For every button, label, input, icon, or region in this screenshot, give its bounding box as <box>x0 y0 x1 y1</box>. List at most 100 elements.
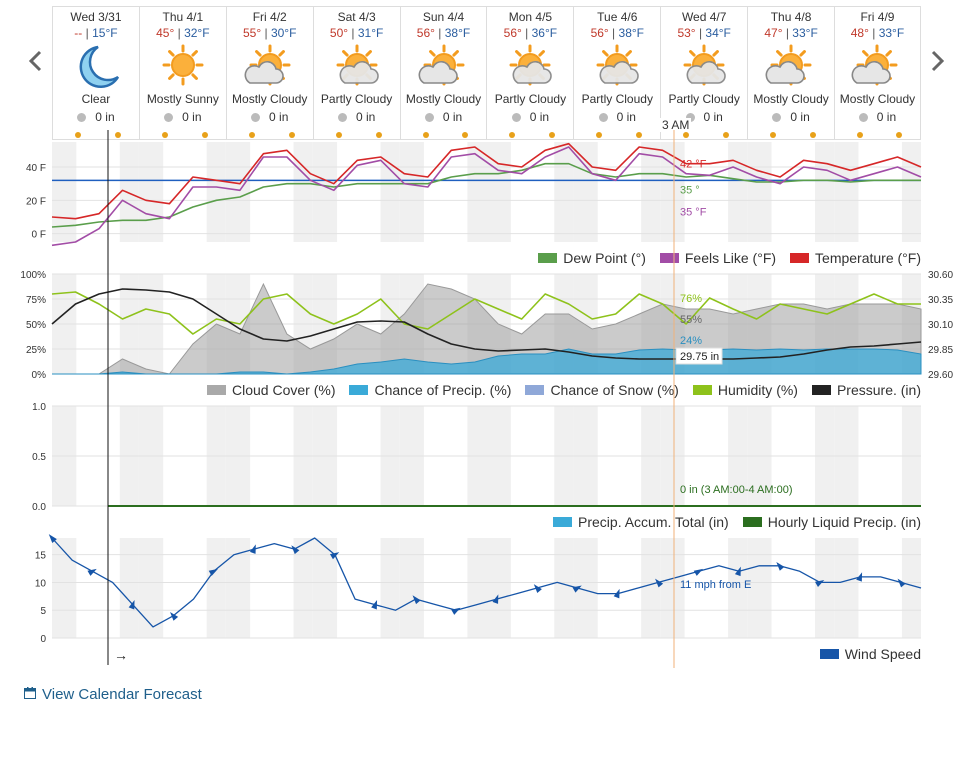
precip-amount: 0 in <box>95 110 115 124</box>
sunset-dot <box>375 132 382 138</box>
legend-label: Pressure. (in) <box>836 382 921 398</box>
wind-direction-arrow <box>208 568 219 576</box>
day-column[interactable]: Fri 4/9 48° | 33°F Mostly Cloudy 0 in <box>834 7 921 139</box>
hover-temp-label: 42 °F <box>680 159 707 171</box>
hover-liquid-label: 0 in (3 AM:00-4 AM:00) <box>680 484 793 496</box>
hover-wind-label: 11 mph from E <box>680 579 751 591</box>
temp-separator: | <box>521 26 532 40</box>
day-column[interactable]: Tue 4/6 56° | 38°F Partly Cloudy 0 in <box>573 7 660 139</box>
chevron-right-icon[interactable] <box>926 48 948 74</box>
feels-like-line <box>51 146 922 247</box>
tick-label: 50% <box>26 320 46 331</box>
night-band <box>119 142 139 242</box>
high-temp: 56° <box>416 26 435 40</box>
legend-label: Cloud Cover (%) <box>232 382 336 398</box>
hover-precip-label: 24% <box>680 335 702 347</box>
night-band <box>467 142 487 242</box>
day-column[interactable]: Fri 4/2 55° | 30°F Mostly Cloudy 0 in <box>225 7 313 139</box>
tick-label: 20 F <box>26 196 46 207</box>
day-column[interactable]: Wed 3/31 -- | 15°F Clear 0 in <box>52 7 139 139</box>
night-band <box>901 142 921 242</box>
legend-hourly-liquid[interactable]: Hourly Liquid Precip. (in) <box>742 514 921 530</box>
day-precip: 0 in <box>487 110 573 126</box>
view-calendar-link[interactable]: View Calendar Forecast <box>24 686 202 703</box>
tick-label: 0.0 <box>32 502 46 513</box>
legend-temperature[interactable]: Temperature (°F) <box>790 250 921 266</box>
right-tick-label: 30.35 <box>928 295 953 306</box>
sunset-dot <box>723 132 730 138</box>
legend-precip-chance[interactable]: Chance of Precip. (%) <box>349 382 511 398</box>
day-temps: 56° | 36°F <box>487 26 573 42</box>
raindrop-icon <box>598 113 608 122</box>
day-column[interactable]: Mon 4/5 56° | 36°F Partly Cloudy 0 in <box>486 7 573 139</box>
chevron-left-icon[interactable] <box>25 48 47 74</box>
calendar-icon <box>24 686 36 703</box>
atmosphere-chart[interactable]: 0% 29.60 25% 29.85 50% 30.10 75% 30.35 100% 30.60… <box>0 268 973 382</box>
night-band <box>380 538 400 638</box>
raindrop-icon <box>77 113 87 122</box>
mostly-cloudy-icon <box>748 43 834 91</box>
wind-direction-arrow <box>170 611 179 621</box>
night-band <box>728 142 748 242</box>
temp-separator: | <box>782 26 793 40</box>
precipitation-chart[interactable]: 1.0 0.5 0.0 0 in (3 AM:00-4 AM:00) <box>0 400 973 514</box>
wind-direction-arrow <box>572 585 582 593</box>
night-band <box>467 538 487 638</box>
wind-direction-arrow <box>48 534 57 543</box>
wind-direction-arrow <box>329 552 340 560</box>
day-column[interactable]: Sat 4/3 50° | 31°F Partly Cloudy 0 in <box>312 7 400 139</box>
tick-label: 25% <box>26 345 46 356</box>
high-temp: 50° <box>329 26 349 40</box>
day-temps: -- | 15°F <box>53 26 139 42</box>
legend-snow-chance[interactable]: Chance of Snow (%) <box>525 382 679 398</box>
swatch-cloud-cover <box>207 385 226 395</box>
day-temps: 50° | 31°F <box>314 26 400 42</box>
legend-precip-accum[interactable]: Precip. Accum. Total (in) <box>553 514 729 530</box>
swatch-humidity <box>692 385 712 395</box>
legend-wind-speed[interactable]: Wind Speed <box>819 646 921 662</box>
atmosphere-legend: Cloud Cover (%) Chance of Precip. (%) Ch… <box>207 382 921 398</box>
wind-chart[interactable]: 0 5 10 15 11 mph from E → <box>0 532 973 670</box>
legend-pressure[interactable]: Pressure. (in) <box>811 382 921 398</box>
day-temps: 55° | 30°F <box>227 26 313 42</box>
low-temp: 30°F <box>270 26 297 40</box>
night-band <box>399 142 424 242</box>
night-band <box>312 142 338 242</box>
sunset-dot <box>810 132 817 138</box>
mostly-cloudy-icon <box>835 43 920 91</box>
wind-direction-arrow <box>451 607 461 615</box>
temperature-chart[interactable]: 40 F 20 F 0 F 42 °F 35 ° 35 °F <box>0 140 973 250</box>
swatch-precip-accum <box>553 517 573 527</box>
high-temp: 45° <box>156 26 175 40</box>
day-column[interactable]: Thu 4/8 47° | 33°F Mostly Cloudy 0 in <box>747 7 834 139</box>
wind-direction-arrow <box>87 568 97 576</box>
legend-cloud-cover[interactable]: Cloud Cover (%) <box>207 382 335 398</box>
hover-dew-label: 35 ° <box>680 184 700 196</box>
raindrop-icon <box>164 113 174 122</box>
night-band <box>814 142 835 242</box>
partly-cloudy-icon <box>661 43 747 91</box>
legend-dew-point[interactable]: Dew Point (°) <box>538 250 646 266</box>
high-temp: 53° <box>677 26 696 40</box>
day-column[interactable]: Sun 4/4 56° | 38°F Mostly Cloudy 0 in <box>399 7 487 139</box>
sunset-dot <box>549 132 556 138</box>
day-name: Mon 4/5 <box>508 10 553 24</box>
day-precip: 0 in <box>227 110 313 126</box>
legend-humidity[interactable]: Humidity (%) <box>692 382 798 398</box>
temp-separator: | <box>434 26 445 40</box>
sun-times <box>53 132 139 138</box>
tick-label: 0 F <box>32 230 46 241</box>
night-band <box>901 538 921 638</box>
night-band <box>834 538 859 638</box>
sunrise-dot <box>75 132 81 138</box>
legend-feels-like[interactable]: Feels Like (°F) <box>659 250 776 266</box>
night-band <box>834 142 859 242</box>
partly-cloudy-icon <box>314 43 400 91</box>
raindrop-icon <box>772 113 782 122</box>
day-column[interactable]: Wed 4/7 53° | 34°F Partly Cloudy 0 in <box>660 7 747 139</box>
day-column[interactable]: Thu 4/1 45° | 32°F Mostly Sunny 0 in <box>138 7 226 139</box>
temp-separator: | <box>348 26 358 40</box>
legend-label: Humidity (%) <box>717 382 798 398</box>
day-name: Thu 4/1 <box>162 10 204 24</box>
night-band <box>119 538 139 638</box>
